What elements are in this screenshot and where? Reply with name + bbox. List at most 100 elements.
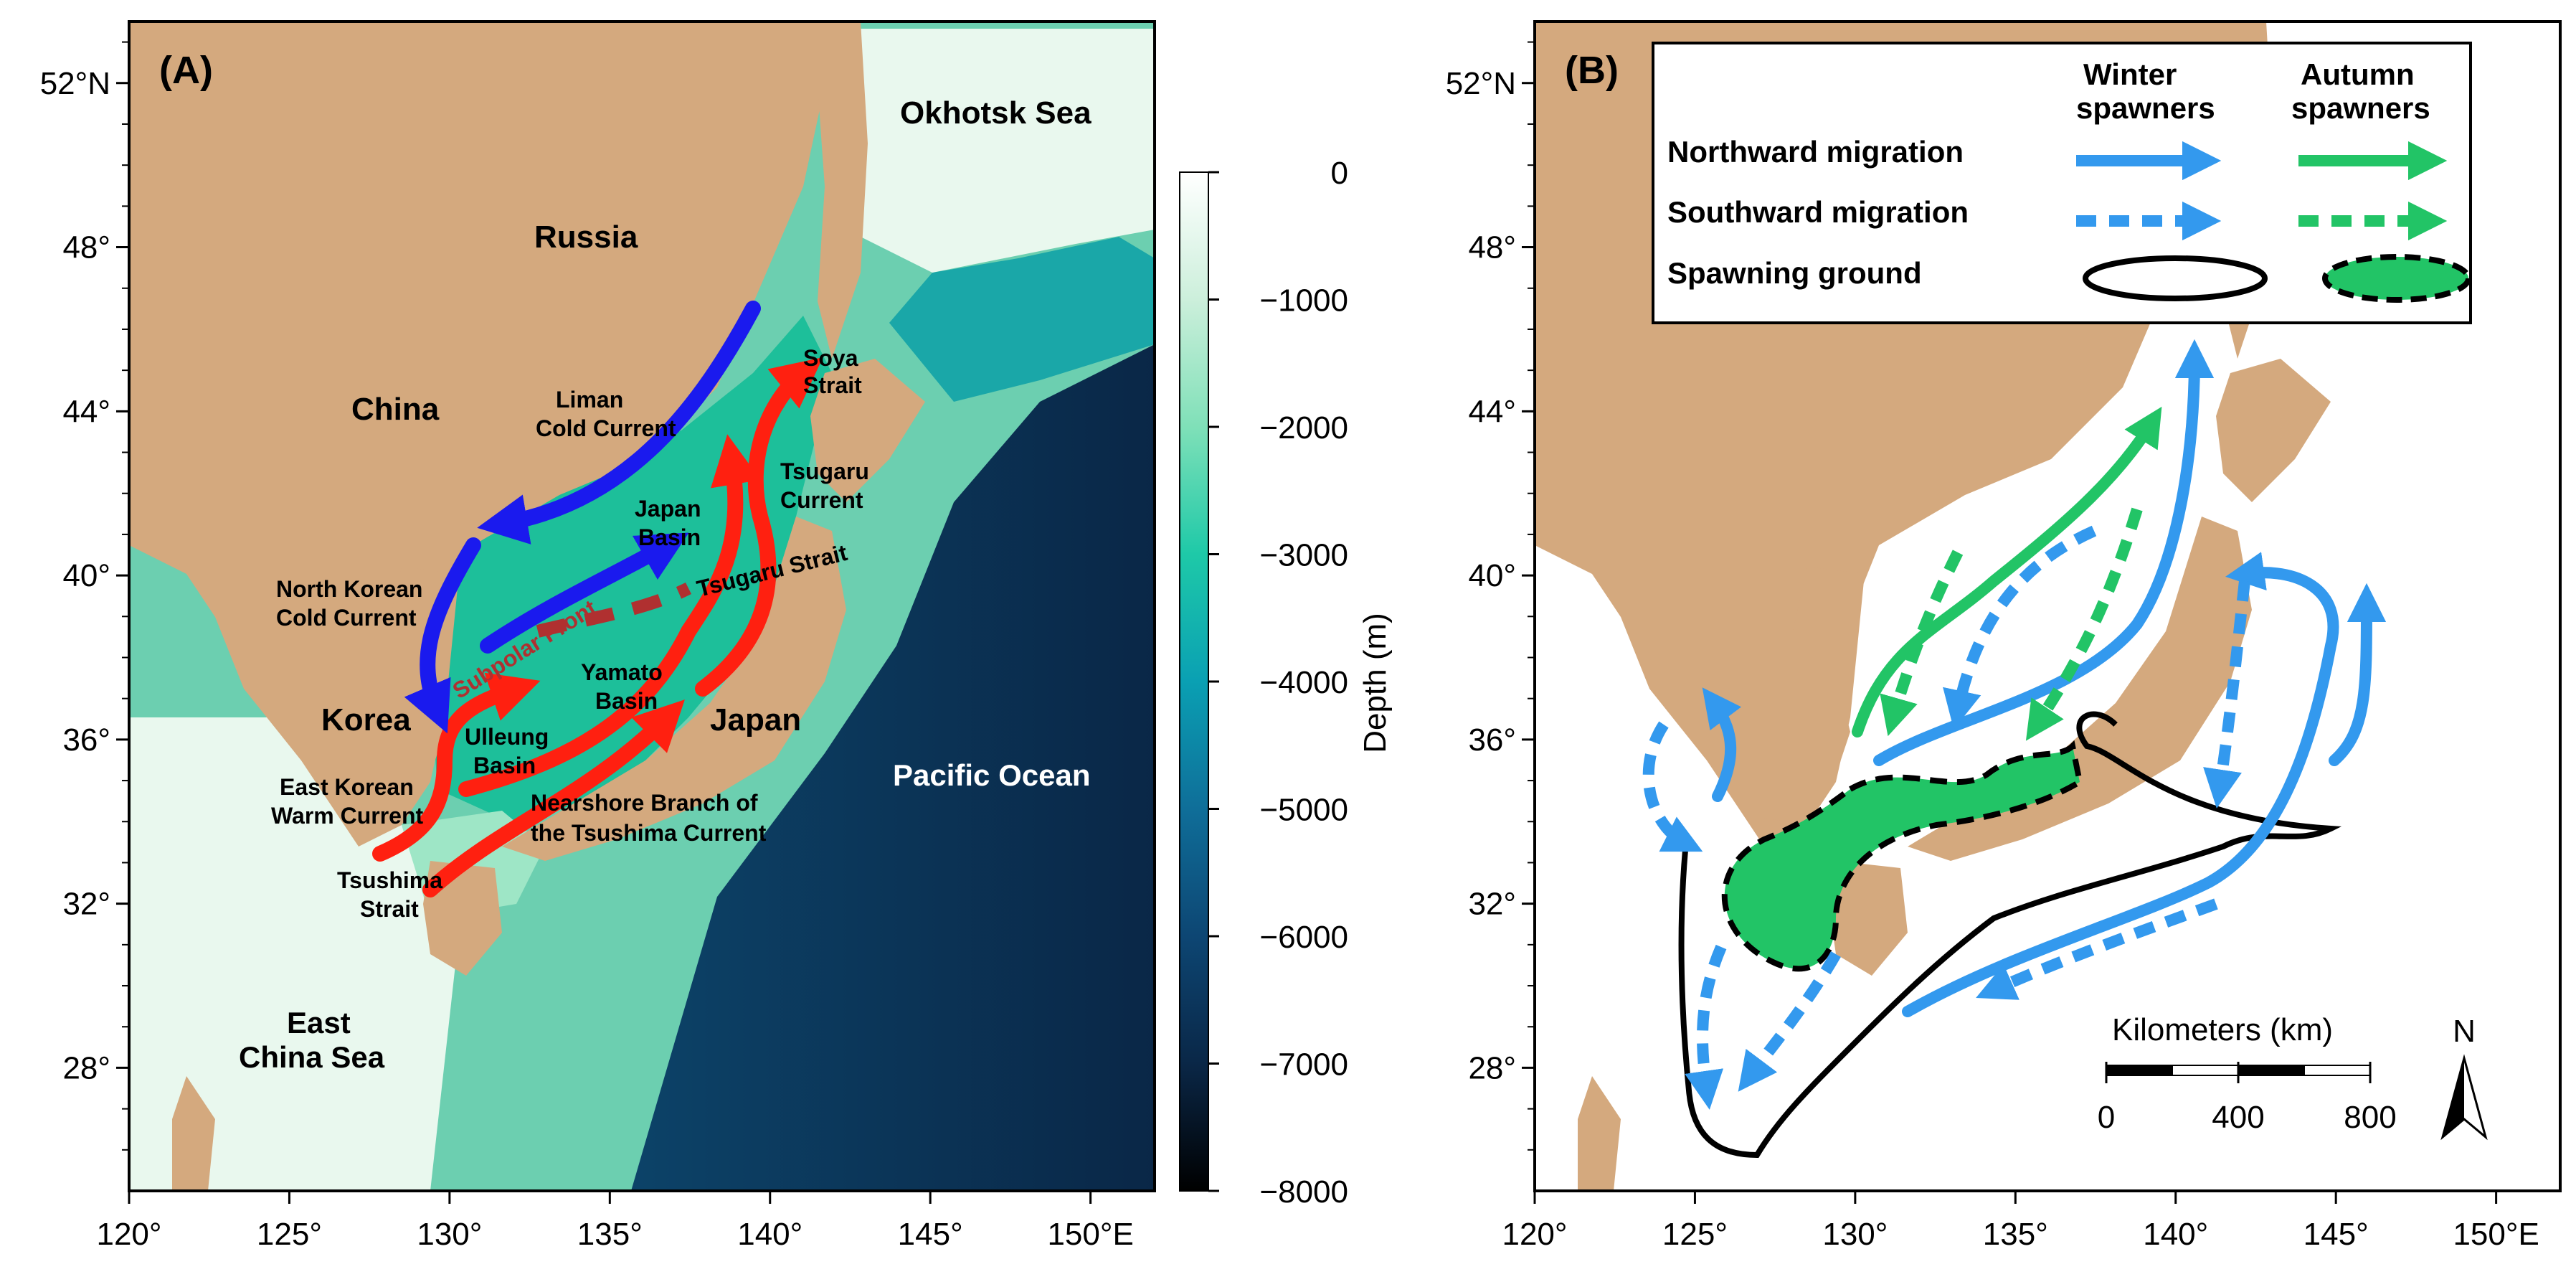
label-korea: Korea xyxy=(321,702,411,737)
lon-label-a-2: 130° xyxy=(417,1217,482,1252)
label-nbtc-2: the Tsushima Current xyxy=(531,820,767,846)
lon-label-a-1: 125° xyxy=(257,1217,322,1252)
colorbar-ticks: 0 −1000 −2000 −3000 −4000 −5000 −6000 −7000 −800… xyxy=(1208,156,1348,1210)
legend-col-winter-2: spawners xyxy=(2076,91,2215,125)
lat-label-b-3: 40° xyxy=(1468,558,1516,593)
colorbar-label: Depth (m) xyxy=(1358,613,1393,753)
legend-col-autumn-1: Autumn xyxy=(2301,57,2415,91)
label-japan-basin-1: Japan xyxy=(635,496,701,522)
label-ekwc-1: East Korean xyxy=(280,774,414,800)
scale-label-800: 800 xyxy=(2344,1100,2396,1135)
panel-b-letter: (B) xyxy=(1565,49,1619,92)
label-nkcc-2: Cold Current xyxy=(276,605,417,631)
colorbar-gradient xyxy=(1179,171,1209,1192)
winter-south-arrow-3 xyxy=(1976,898,2218,1000)
scale-seg-1 xyxy=(2106,1065,2173,1076)
tsushima-branch-arrow xyxy=(422,699,685,897)
legend-autumn-ground xyxy=(2322,254,2471,303)
label-russia: Russia xyxy=(534,220,638,255)
lon-label-b-1: 125° xyxy=(1662,1217,1728,1252)
label-tsugaru-current-1: Tsugaru xyxy=(780,458,869,484)
label-tsushima-1: Tsushima xyxy=(337,867,442,893)
land-hokkaido xyxy=(810,359,925,502)
japan-basin-current-arrow xyxy=(480,532,689,654)
winter-north-arrow-2 xyxy=(1902,552,2339,1017)
label-china: China xyxy=(351,392,440,427)
lat-label-a-4: 36° xyxy=(62,722,110,758)
lon-label-a-3: 135° xyxy=(577,1217,643,1252)
label-tsugaru-current-2: Current xyxy=(780,487,863,513)
lat-label-b-1: 48° xyxy=(1468,230,1516,265)
label-nbtc-1: Nearshore Branch of xyxy=(531,790,758,816)
label-east-china-sea-1: East xyxy=(287,1006,351,1040)
subpolar-front-line xyxy=(536,582,692,638)
legend-row-southward: Southward migration xyxy=(1667,195,1969,229)
cb-label-5: −5000 xyxy=(1259,793,1348,828)
land-honshu xyxy=(502,517,846,861)
scale-seg-2 xyxy=(2172,1065,2239,1076)
label-soya-1: Soya xyxy=(803,345,858,371)
winter-north-arrow-4 xyxy=(1702,687,1742,802)
cb-label-2: −2000 xyxy=(1259,410,1348,446)
migration-arrows xyxy=(1642,339,2387,1110)
lat-label-a-1: 48° xyxy=(62,230,110,265)
lon-label-a-6: 150°E xyxy=(1047,1217,1133,1252)
b-land-korea xyxy=(1750,567,1865,825)
scale-label-400: 400 xyxy=(2212,1100,2264,1135)
depth-colorbar: 0 −1000 −2000 −3000 −4000 −5000 −6000 −7000 −800… xyxy=(1179,156,1393,1210)
winter-south-arrow-1 xyxy=(1943,525,2097,730)
okhotsk-deep xyxy=(889,237,1155,402)
east-korean-warm-current-arrow xyxy=(372,672,541,862)
land-mainland xyxy=(129,22,825,847)
lat-label-b-6: 28° xyxy=(1468,1050,1516,1085)
nearshore-branch-arrow xyxy=(458,434,761,797)
scale-seg-3 xyxy=(2238,1065,2305,1076)
label-japan-basin-2: Basin xyxy=(638,524,701,550)
label-okhotsk-sea: Okhotsk Sea xyxy=(900,95,1092,131)
label-ekwc-2: Warm Current xyxy=(271,803,424,829)
cb-label-0: 0 xyxy=(1331,156,1348,191)
north-arrow-half xyxy=(2443,1058,2464,1137)
legend-row-spawning: Spawning ground xyxy=(1667,256,1922,290)
tsugaru-current-arrow xyxy=(695,357,823,697)
winter-south-arrow-6 xyxy=(1738,951,1841,1092)
lat-label-b-2: 44° xyxy=(1468,394,1516,429)
winter-south-arrow-4 xyxy=(1642,721,1703,852)
label-liman-2: Cold Current xyxy=(536,415,676,441)
panel-b-frame xyxy=(1533,20,2562,1192)
b-land-hokkaido xyxy=(2216,359,2331,502)
land-taiwan xyxy=(172,1076,215,1191)
cb-label-4: −4000 xyxy=(1259,665,1348,700)
label-pacific-ocean: Pacific Ocean xyxy=(893,758,1090,792)
winter-south-arrow-2 xyxy=(2203,580,2250,809)
lat-label-a-5: 32° xyxy=(62,887,110,922)
label-east-china-sea-2: China Sea xyxy=(239,1040,385,1074)
label-ulleung-2: Basin xyxy=(473,753,536,778)
legend-row-northward: Northward migration xyxy=(1667,135,1964,169)
label-tsushima-2: Strait xyxy=(360,896,419,922)
label-ulleung-1: Ulleung xyxy=(465,724,549,750)
north-arrow-label: N xyxy=(2453,1014,2476,1049)
lon-label-a-5: 145° xyxy=(898,1217,963,1252)
spawning-grounds xyxy=(1678,711,2342,1159)
cb-label-1: −1000 xyxy=(1259,283,1348,319)
panel-a-axes: 120° 125° 130° 135° 140° 145° 150°E 52°N 48° 44° 4… xyxy=(40,41,1134,1252)
winter-south-arrow-5 xyxy=(1685,944,1727,1110)
cb-label-3: −3000 xyxy=(1259,538,1348,573)
lon-label-b-0: 120° xyxy=(1502,1217,1567,1252)
label-soya-2: Strait xyxy=(803,372,862,398)
land-sakhalin xyxy=(810,22,868,359)
panel-a: (A) Okhotsk Sea Russia China Korea Japan… xyxy=(128,20,1393,1210)
legend: Winter spawners Autumn spawners Northwar… xyxy=(1652,42,2472,324)
scale-bar-title: Kilometers (km) xyxy=(2112,1012,2333,1047)
lon-label-b-4: 140° xyxy=(2143,1217,2208,1252)
legend-col-winter-1: Winter xyxy=(2083,57,2177,91)
currents-panel-a xyxy=(372,301,823,897)
lat-label-a-3: 40° xyxy=(62,558,110,593)
cb-label-8: −8000 xyxy=(1259,1174,1348,1210)
lat-label-b-5: 32° xyxy=(1468,887,1516,922)
label-nkcc-1: North Korean xyxy=(276,576,422,602)
panel-a-frame xyxy=(128,20,1156,1192)
panel-b: Winter spawners Autumn spawners Northwar… xyxy=(1533,20,2562,1192)
